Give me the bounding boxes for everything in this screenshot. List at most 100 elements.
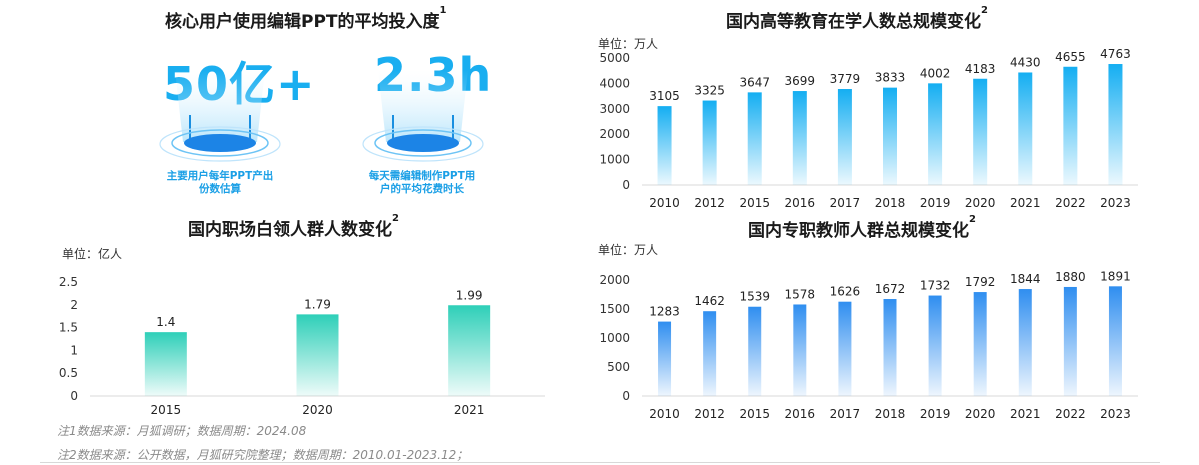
bottom-divider: [40, 462, 1160, 463]
bar: [1108, 286, 1122, 396]
bar: [1018, 289, 1032, 396]
bar: [928, 83, 943, 185]
y-tick-label: 2.5: [59, 275, 78, 289]
bar: [928, 295, 942, 396]
x-tick-label: 2019: [920, 196, 951, 210]
data-label: 4430: [1010, 55, 1041, 69]
x-tick-label: 2016: [785, 196, 816, 210]
data-label: 4655: [1055, 50, 1086, 64]
kpi-desc-daily-hours: 每天需编辑制作PPT用 户的平均花费时长: [352, 170, 492, 196]
y-tick-label: 2: [70, 298, 78, 312]
data-label: 1792: [965, 275, 996, 289]
bar: [296, 314, 339, 396]
bar: [973, 78, 988, 185]
data-label: 1626: [830, 285, 861, 299]
y-tick-label: 4000: [599, 76, 630, 90]
x-tick-label: 2022: [1055, 196, 1086, 210]
y-tick-label: 1000: [599, 331, 630, 345]
data-label: 1.4: [156, 315, 175, 329]
x-tick-label: 2015: [739, 196, 770, 210]
kpi-panel-title: 核心用户使用编辑PPT的平均投入度1: [165, 5, 447, 32]
x-tick-label: 2018: [875, 196, 906, 210]
y-tick-label: 0: [622, 389, 630, 403]
y-tick-label: 1.5: [59, 321, 78, 335]
chart-higher-education: 0 1000 2000 3000 4000 5000 3105 2010 3325 2012 364…: [599, 47, 1138, 210]
bar: [1108, 64, 1123, 185]
data-label: 1539: [739, 290, 770, 304]
bar: [883, 87, 897, 185]
pedestal-icon: [362, 70, 484, 162]
bar: [703, 311, 717, 396]
chart-white-collar-unit: 单位：亿人: [62, 247, 123, 261]
x-tick-label: 2017: [830, 196, 861, 210]
bar: [883, 299, 897, 396]
data-label: 1732: [920, 279, 951, 293]
chart-white-collar: 0 0.5 1 1.5 2 2.5 1.4 2015 1.79 2020 1.99 2021: [59, 275, 545, 417]
data-label: 3105: [649, 89, 680, 103]
data-label: 4002: [920, 66, 951, 80]
y-tick-label: 2000: [599, 273, 630, 287]
data-label: 4763: [1100, 47, 1131, 61]
x-tick-label: 2012: [694, 407, 725, 421]
bar: [702, 100, 717, 185]
y-tick-label: 3000: [599, 102, 630, 116]
y-tick-label: 0: [70, 389, 78, 403]
x-tick-label: 2019: [920, 407, 951, 421]
x-tick-label: 2021: [454, 403, 485, 417]
kpi-desc-ppt-count: 主要用户每年PPT产出 份数估算: [150, 170, 290, 196]
bar: [838, 301, 852, 396]
chart-higher-education-unit: 单位：万人: [598, 37, 659, 51]
data-label: 1.79: [304, 297, 331, 311]
data-label: 1283: [649, 305, 680, 319]
source-note-1: 注1数据来源：月狐调研；数据周期：2024.08: [57, 424, 307, 438]
x-tick-label: 2012: [694, 196, 725, 210]
x-tick-label: 2021: [1010, 407, 1041, 421]
chart-full-time-teachers: 0 500 1000 1500 2000 1283 2010 1462 2012 1539 2015…: [599, 269, 1138, 421]
y-tick-label: 1500: [599, 302, 630, 316]
data-label: 1844: [1010, 272, 1041, 286]
data-label: 1578: [785, 287, 816, 301]
source-note-2: 注2数据来源：公开数据，月狐研究院整理；数据周期：2010.01-2023.12…: [57, 448, 469, 462]
x-tick-label: 2023: [1100, 407, 1131, 421]
chart-full-time-teachers-title-sup: 2: [969, 214, 976, 225]
x-tick-label: 2017: [830, 407, 861, 421]
x-tick-label: 2010: [649, 407, 680, 421]
kpi-panel-title-text: 核心用户使用编辑PPT的平均投入度: [165, 12, 440, 32]
chart-white-collar-title: 国内职场白领人群人数变化2: [188, 213, 399, 240]
chart-full-time-teachers-unit: 单位：万人: [598, 243, 659, 257]
x-tick-label: 2015: [151, 403, 182, 417]
x-tick-label: 2018: [875, 407, 906, 421]
data-label: 3647: [739, 75, 770, 89]
bar: [792, 91, 807, 185]
bar: [748, 306, 762, 396]
y-tick-label: 500: [607, 360, 630, 374]
data-label: 3779: [830, 72, 861, 86]
bar: [448, 305, 491, 396]
y-tick-label: 2000: [599, 127, 630, 141]
data-label: 3325: [694, 84, 725, 98]
x-tick-label: 2020: [965, 196, 996, 210]
data-label: 1891: [1100, 269, 1131, 283]
x-tick-label: 2022: [1055, 407, 1086, 421]
x-tick-label: 2010: [649, 196, 680, 210]
y-tick-label: 5000: [599, 51, 630, 65]
pedestal-icon: [159, 70, 281, 162]
kpi-desc-daily-hours-line1: 每天需编辑制作PPT用: [368, 170, 476, 182]
y-tick-label: 1000: [599, 153, 630, 167]
chart-full-time-teachers-title-text: 国内专职教师人群总规模变化: [748, 221, 969, 241]
chart-white-collar-title-sup: 2: [392, 213, 399, 224]
bar: [747, 92, 762, 185]
kpi-desc-daily-hours-line2: 户的平均花费时长: [380, 183, 464, 195]
data-label: 4183: [965, 62, 996, 76]
bar: [657, 106, 672, 185]
bar: [1018, 72, 1033, 185]
bar: [793, 304, 807, 396]
kpi-panel-title-sup: 1: [439, 5, 447, 16]
bar: [837, 89, 852, 185]
x-tick-label: 2020: [302, 403, 333, 417]
y-tick-label: 1: [70, 343, 78, 357]
x-tick-label: 2020: [965, 407, 996, 421]
chart-higher-education-title-sup: 2: [981, 5, 988, 16]
data-label: 1880: [1055, 270, 1086, 284]
x-tick-label: 2016: [785, 407, 816, 421]
